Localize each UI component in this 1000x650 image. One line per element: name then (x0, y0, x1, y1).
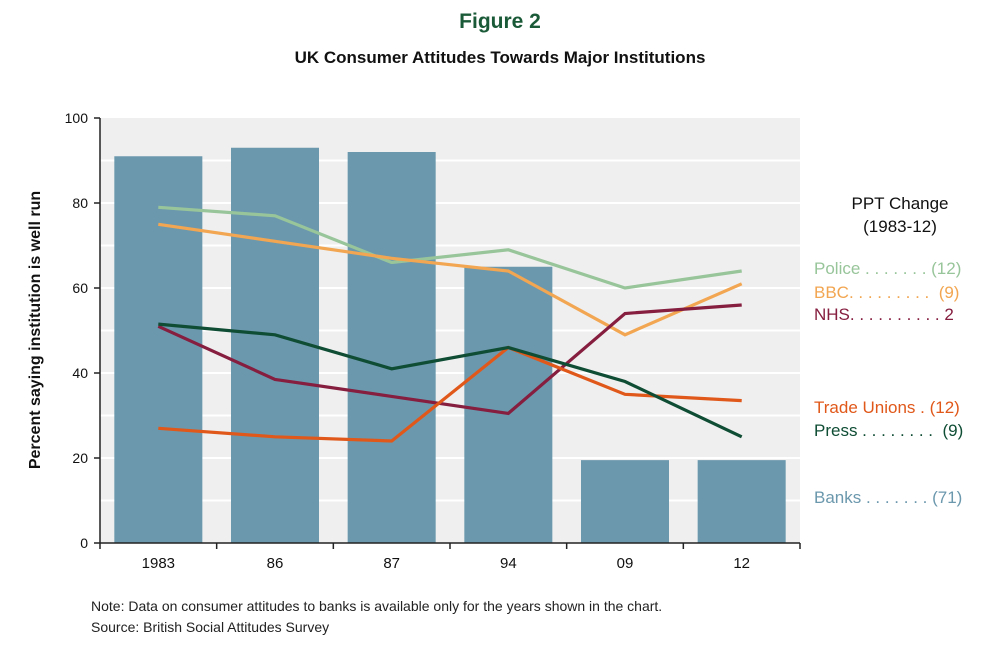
line-bbc (158, 222, 743, 337)
legend-item-trade-unions: Trade Unions . (12) (814, 398, 960, 417)
chart-note: Note: Data on consumer attitudes to bank… (91, 598, 663, 614)
x-tick-label: 87 (383, 555, 400, 572)
y-tick-label: 100 (65, 110, 89, 126)
x-tick-label: 1983 (142, 555, 175, 572)
y-tick-label: 40 (72, 365, 88, 381)
line-trade-unions (158, 345, 742, 443)
line-nhs (157, 303, 742, 416)
bar-banks (114, 156, 203, 543)
figure-label: Figure 2 (459, 10, 541, 33)
x-tick-label: 94 (500, 555, 517, 572)
x-tick-label: 09 (617, 555, 634, 572)
legend-item-press: Press . . . . . . . . (9) (814, 421, 964, 440)
line-police (158, 205, 742, 290)
x-tick-label: 12 (733, 555, 750, 572)
x-tick-label: 86 (267, 555, 284, 572)
bar-banks (581, 460, 669, 543)
y-tick-label: 60 (72, 280, 88, 296)
line-press (158, 322, 743, 439)
chart-title: UK Consumer Attitudes Towards Major Inst… (294, 48, 706, 67)
bar-banks (347, 152, 436, 543)
legend-item-bbc: BBC. . . . . . . . . (9) (814, 283, 960, 302)
legend-subtitle: (1983-12) (863, 217, 937, 236)
bar-banks (464, 266, 553, 543)
legend-item-banks: Banks . . . . . . . (71) (814, 488, 963, 507)
bar-banks (697, 460, 786, 543)
chart-source: Source: British Social Attitudes Survey (91, 619, 330, 635)
legend-title: PPT Change (851, 194, 949, 213)
legend-item-police: Police . . . . . . . (12) (814, 259, 962, 278)
legend-item-nhs: NHS. . . . . . . . . . 2 (814, 305, 954, 324)
y-tick-label: 80 (72, 195, 88, 211)
y-tick-label: 20 (72, 450, 88, 466)
y-axis-label: Percent saying institution is well run (27, 190, 44, 470)
y-tick-label: 0 (80, 535, 88, 551)
